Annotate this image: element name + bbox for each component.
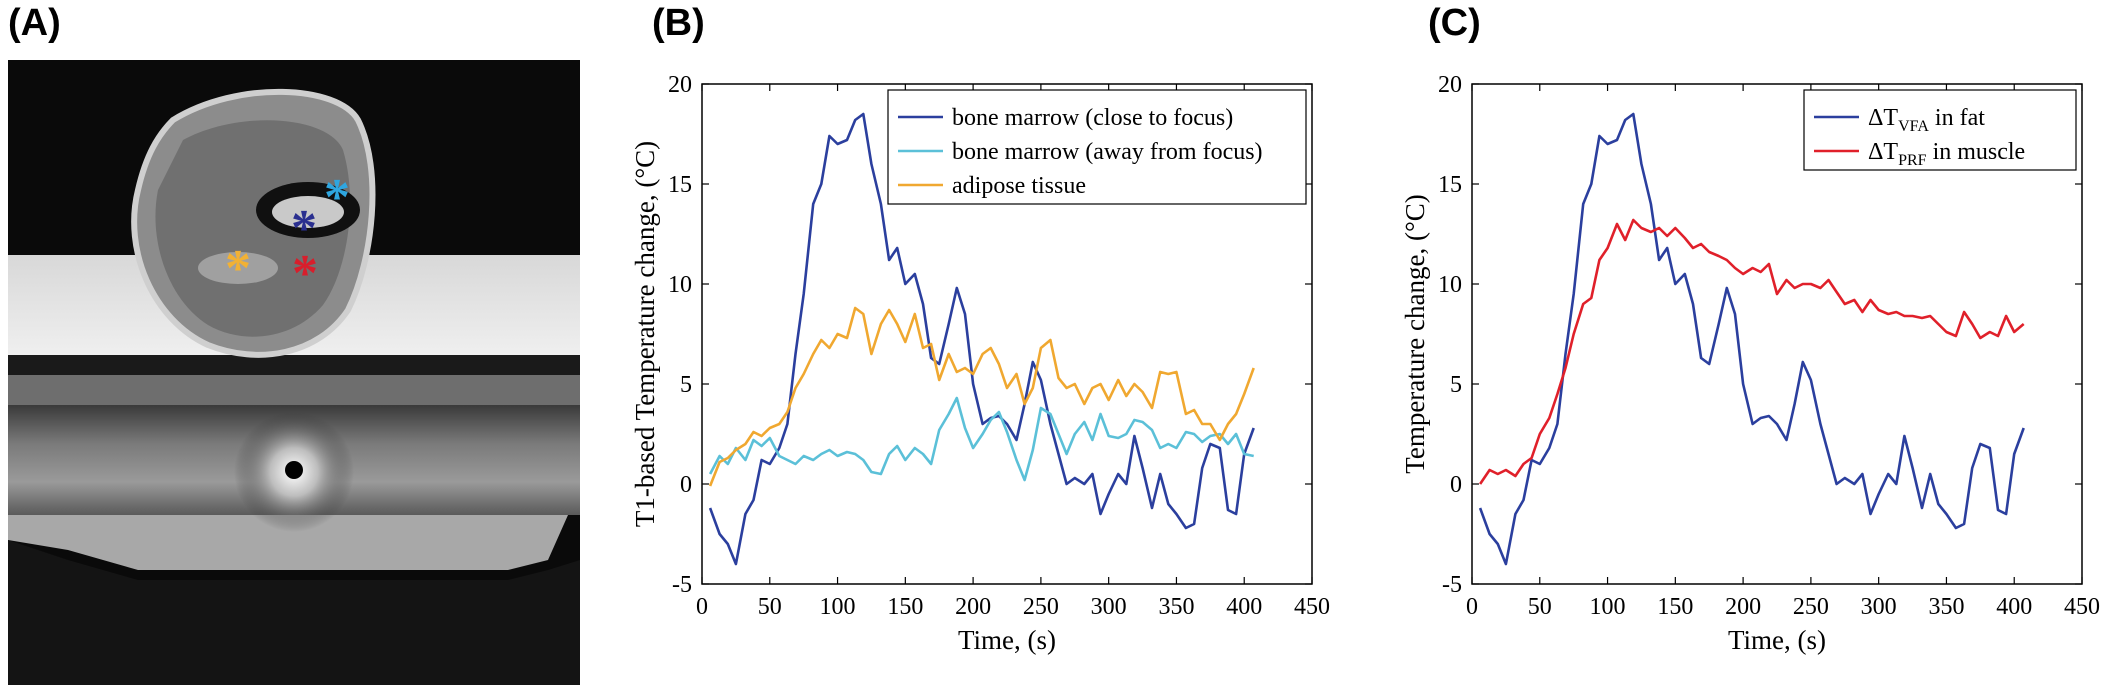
- y-tick-label: 10: [668, 272, 692, 298]
- legend-entry: adipose tissue: [952, 173, 1086, 199]
- y-tick-label: 5: [1450, 372, 1462, 398]
- x-tick-label: 200: [1725, 594, 1761, 620]
- x-tick-label: 400: [1996, 594, 2032, 620]
- mri-marker-away: *: [324, 169, 350, 226]
- series-line-1: [708, 396, 1254, 482]
- x-tick-label: 400: [1226, 594, 1262, 620]
- x-axis-label: Time, (s): [958, 625, 1056, 655]
- y-tick-label: -5: [672, 572, 692, 598]
- mri-marker-muscle: *: [292, 245, 318, 302]
- x-tick-label: 100: [1590, 594, 1626, 620]
- legend-entry: ΔTVFA in fat: [1868, 105, 1985, 135]
- y-tick-label: 0: [680, 472, 692, 498]
- x-tick-label: 300: [1091, 594, 1127, 620]
- legend-entry: ΔTPRF in muscle: [1868, 139, 2025, 169]
- chart-c: 0 50 100 150 200 250 300 350 400 450-505101520Tim…: [1400, 72, 2100, 655]
- x-tick-label: 50: [1528, 594, 1552, 620]
- x-tick-label: 200: [955, 594, 991, 620]
- mri-marker-close: *: [291, 200, 317, 257]
- panel-label-a: (A): [8, 2, 61, 44]
- x-tick-label: 250: [1793, 594, 1829, 620]
- x-tick-label: 300: [1861, 594, 1897, 620]
- x-tick-label: 150: [1657, 594, 1693, 620]
- legend-entry: bone marrow (close to focus): [952, 105, 1233, 131]
- panel-label-c: (C): [1428, 2, 1481, 44]
- y-tick-label: -5: [1442, 572, 1462, 598]
- y-tick-label: 20: [668, 72, 692, 98]
- chart-b: 0 50 100 150 200 250 300 350 400 450-505101520Tim…: [630, 72, 1330, 655]
- y-tick-label: 0: [1450, 472, 1462, 498]
- series-line-1: [1479, 218, 2025, 485]
- series-line-2: [708, 306, 1255, 487]
- x-tick-label: 0: [696, 594, 708, 620]
- legend-box: [887, 89, 1307, 205]
- x-tick-label: 150: [887, 594, 923, 620]
- x-axis-label: Time, (s): [1728, 625, 1826, 655]
- y-tick-label: 20: [1438, 72, 1462, 98]
- x-tick-label: 350: [1928, 594, 1964, 620]
- x-tick-label: 250: [1023, 594, 1059, 620]
- chart-c-plot: 0 50 100 150 200 250 300 350 400 450-505101520Tim…: [1400, 72, 2100, 655]
- y-tick-label: 5: [680, 372, 692, 398]
- y-axis-label: Temperature change, (°C): [1400, 194, 1430, 474]
- x-tick-label: 50: [758, 594, 782, 620]
- series-line-0: [1478, 112, 2025, 566]
- y-tick-label: 15: [1438, 172, 1462, 198]
- panel-label-b: (B): [652, 2, 705, 44]
- series-line-0: [708, 112, 1255, 566]
- y-axis-label: T1-based Temperature change, (°C): [630, 141, 660, 527]
- x-tick-label: 450: [2064, 594, 2100, 620]
- mri-image: * * * *: [8, 60, 580, 685]
- legend-box: [1803, 89, 2077, 171]
- mri-marker-adipose: *: [225, 240, 251, 297]
- x-tick-label: 450: [1294, 594, 1330, 620]
- y-tick-label: 15: [668, 172, 692, 198]
- chart-b-plot: 0 50 100 150 200 250 300 350 400 450-505101520Tim…: [630, 72, 1330, 655]
- x-tick-label: 350: [1158, 594, 1194, 620]
- legend-entry: bone marrow (away from focus): [952, 139, 1263, 165]
- y-tick-label: 10: [1438, 272, 1462, 298]
- x-tick-label: 0: [1466, 594, 1478, 620]
- x-tick-label: 100: [820, 594, 856, 620]
